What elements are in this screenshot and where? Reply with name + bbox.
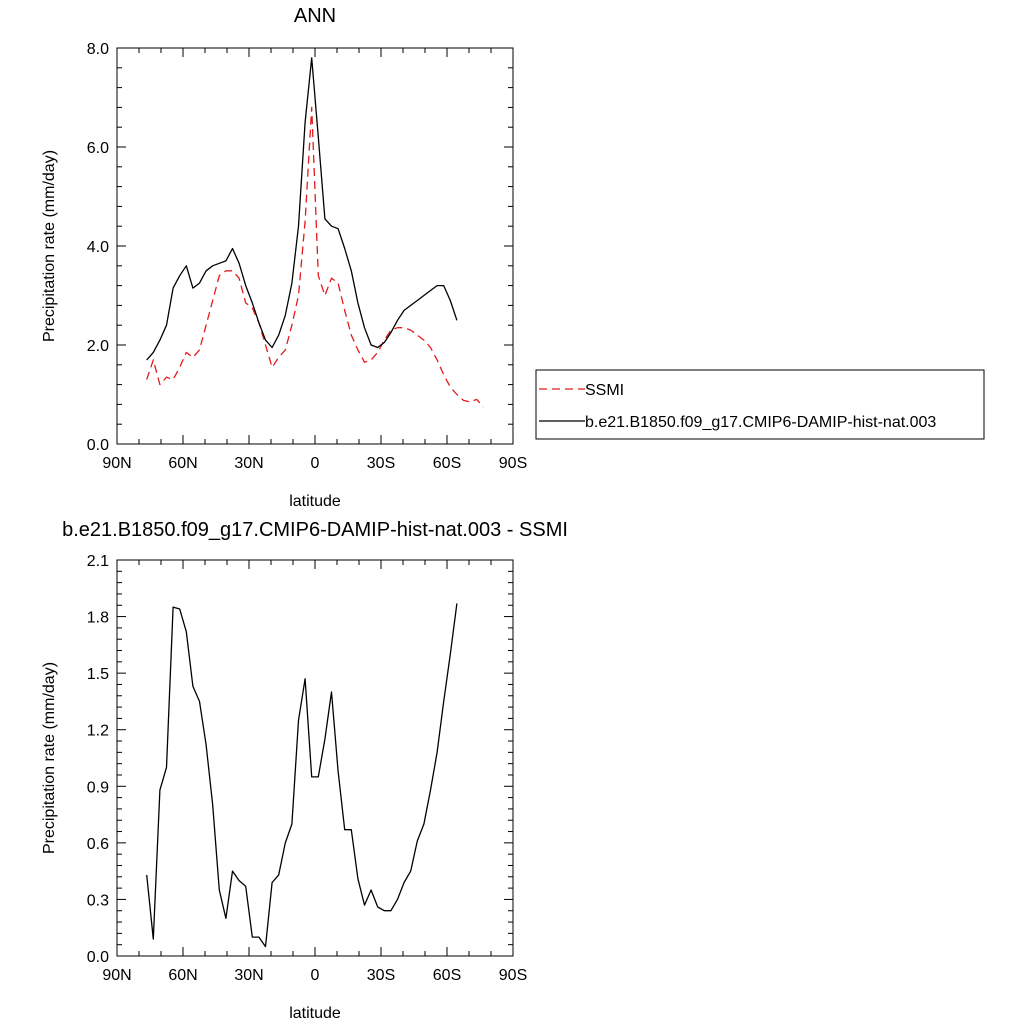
bottom-plot-frame <box>116 559 514 957</box>
top-x-tick-label: 30N <box>234 455 263 472</box>
top-y-tick-label: 8.0 <box>87 41 109 58</box>
top-y-tick-label: 0.0 <box>87 437 109 454</box>
bottom-series-line-difference <box>146 603 458 948</box>
top-y-tick-label: 4.0 <box>87 239 109 256</box>
bottom-x-tick-label: 0 <box>311 967 320 984</box>
bottom-x-tick-label: 60N <box>168 967 197 984</box>
top-chart-xlabel: latitude <box>289 493 341 510</box>
top-chart-title: ANN <box>294 5 336 27</box>
top-y-tick-label: 6.0 <box>87 140 109 157</box>
top-x-tick-label: 0 <box>311 455 320 472</box>
bottom-y-tick-label: 0.0 <box>87 949 109 966</box>
bottom-y-tick-label: 0.9 <box>87 779 109 796</box>
bottom-y-tick-label: 0.6 <box>87 836 109 853</box>
legend-label-ssmi: SSMI <box>585 382 624 399</box>
bottom-chart-title: b.e21.B1850.f09_g17.CMIP6-DAMIP-hist-nat… <box>62 519 568 541</box>
top-series-line-model <box>146 57 458 361</box>
top-x-tick-label: 90N <box>102 455 131 472</box>
top-plot-frame <box>116 47 514 445</box>
top-chart-ylabel: Precipitation rate (mm/day) <box>41 150 58 342</box>
bottom-chart-panel: b.e21.B1850.f09_g17.CMIP6-DAMIP-hist-nat… <box>41 519 568 1022</box>
top-x-tick-label: 30S <box>367 455 395 472</box>
bottom-y-tick-label: 2.1 <box>87 553 109 570</box>
top-x-tick-label: 60N <box>168 455 197 472</box>
legend: SSMI b.e21.B1850.f09_g17.CMIP6-DAMIP-his… <box>535 369 985 440</box>
top-y-tick-label: 2.0 <box>87 338 109 355</box>
legend-label-model: b.e21.B1850.f09_g17.CMIP6-DAMIP-hist-nat… <box>585 414 936 431</box>
top-chart-panel: ANN latitude Precipitation rate (mm/day)… <box>41 5 527 510</box>
bottom-y-tick-label: 1.5 <box>87 666 109 683</box>
top-x-tick-label: 90S <box>499 455 527 472</box>
bottom-x-tick-label: 90N <box>102 967 131 984</box>
bottom-x-tick-label: 90S <box>499 967 527 984</box>
bottom-y-tick-label: 0.3 <box>87 892 109 909</box>
bottom-x-tick-label: 30S <box>367 967 395 984</box>
bottom-y-tick-label: 1.2 <box>87 723 109 740</box>
bottom-x-tick-label: 30N <box>234 967 263 984</box>
top-series-line-ssmi <box>146 106 484 408</box>
bottom-x-tick-label: 60S <box>433 967 461 984</box>
bottom-chart-ylabel: Precipitation rate (mm/day) <box>41 662 58 854</box>
top-x-tick-label: 60S <box>433 455 461 472</box>
bottom-chart-xlabel: latitude <box>289 1005 341 1022</box>
legend-box <box>535 369 985 440</box>
bottom-y-tick-label: 1.8 <box>87 610 109 627</box>
